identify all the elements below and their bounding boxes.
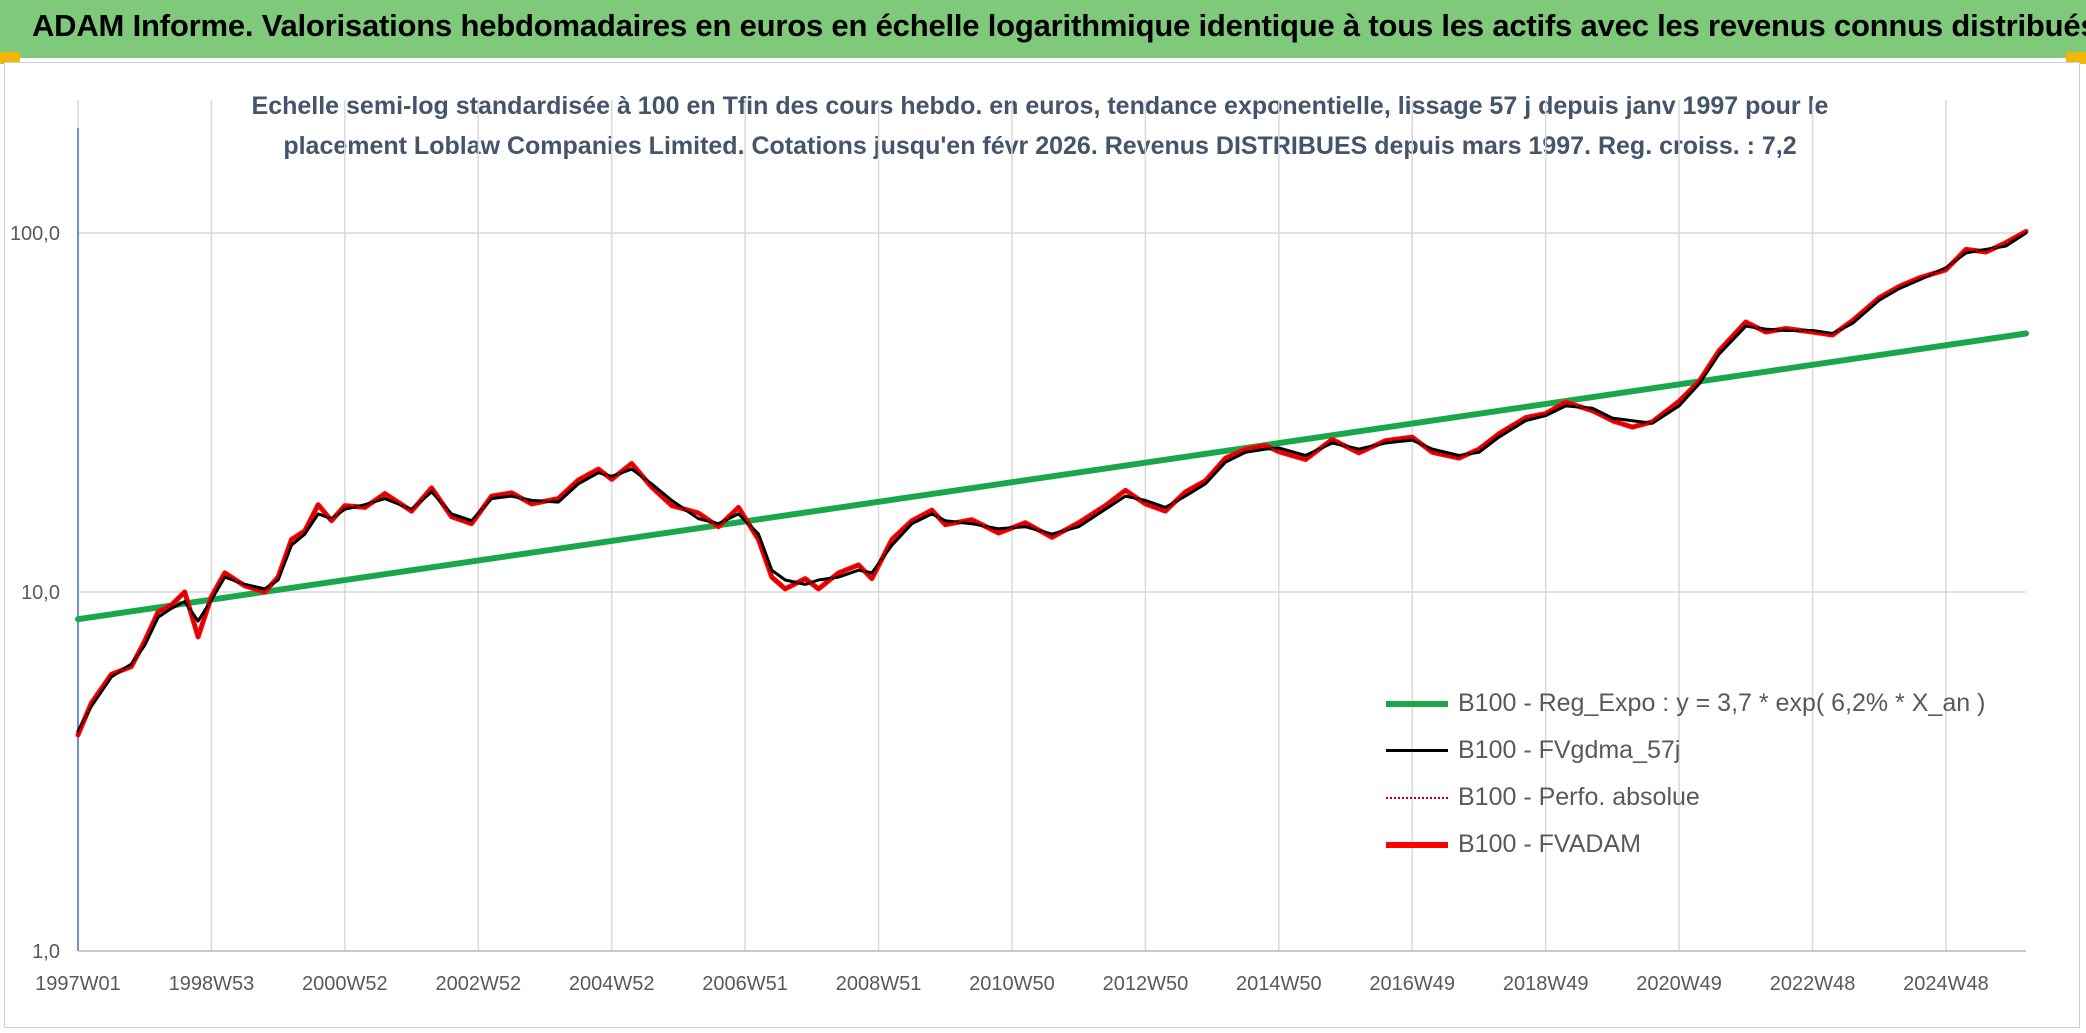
chart-title: Echelle semi-log standardisée à 100 en T…: [150, 86, 1930, 166]
chart-legend: B100 - Reg_Expo : y = 3,7 * exp( 6,2% * …: [1386, 680, 1985, 868]
series-line-0: [75, 330, 2029, 623]
y-tick-label: 10,0: [21, 582, 60, 604]
legend-swatch-perfo: [1386, 796, 1448, 799]
series-line-1: [76, 231, 2028, 733]
x-tick-label: 2014W50: [1236, 973, 1322, 995]
chart-area: [4, 62, 2080, 1028]
legend-label-reg-expo: B100 - Reg_Expo : y = 3,7 * exp( 6,2% * …: [1458, 689, 1986, 717]
chart-title-line-2: placement Loblaw Companies Limited. Cota…: [283, 132, 1797, 160]
report-banner: ADAM Informe. Valorisations hebdomadaire…: [0, 0, 2086, 58]
x-tick-label: 1998W53: [169, 973, 255, 995]
x-tick-label: 2020W49: [1636, 973, 1722, 995]
report-title: ADAM Informe. Valorisations hebdomadaire…: [32, 8, 2086, 43]
legend-item-fvadam: B100 - FVADAM: [1386, 821, 1985, 868]
legend-item-perfo: B100 - Perfo. absolue: [1386, 774, 1985, 821]
x-tick-label: 2012W50: [1103, 973, 1189, 995]
legend-item-reg-expo: B100 - Reg_Expo : y = 3,7 * exp( 6,2% * …: [1386, 680, 1985, 727]
corner-accent-left: [0, 52, 20, 64]
corner-accent-right: [2066, 52, 2086, 64]
x-tick-label: 2006W51: [702, 973, 788, 995]
legend-swatch-reg-expo: [1386, 700, 1448, 707]
x-tick-label: 2004W52: [569, 973, 655, 995]
x-tick-label: 2010W50: [969, 973, 1055, 995]
legend-label-perfo: B100 - Perfo. absolue: [1458, 783, 1700, 811]
x-tick-label: 2008W51: [836, 973, 922, 995]
legend-label-fvadam: B100 - FVADAM: [1458, 830, 1641, 858]
x-tick-label: 2018W49: [1503, 973, 1589, 995]
legend-label-fvgdma: B100 - FVgdma_57j: [1458, 736, 1681, 764]
y-tick-label: 100,0: [10, 223, 60, 245]
x-tick-label: 1997W01: [35, 973, 121, 995]
x-tick-label: 2000W52: [302, 973, 388, 995]
y-tick-label: 1,0: [32, 941, 60, 963]
x-tick-label: 2022W48: [1770, 973, 1856, 995]
legend-swatch-fvgdma: [1386, 749, 1448, 752]
legend-swatch-fvadam: [1386, 841, 1448, 848]
chart-title-line-1: Echelle semi-log standardisée à 100 en T…: [251, 92, 1829, 120]
series-line-3: [75, 228, 2029, 738]
x-tick-label: 2024W48: [1903, 973, 1989, 995]
x-tick-label: 2002W52: [435, 973, 521, 995]
x-tick-label: 2016W49: [1369, 973, 1455, 995]
series-line-2: [77, 230, 2027, 736]
legend-item-fvgdma: B100 - FVgdma_57j: [1386, 727, 1985, 774]
